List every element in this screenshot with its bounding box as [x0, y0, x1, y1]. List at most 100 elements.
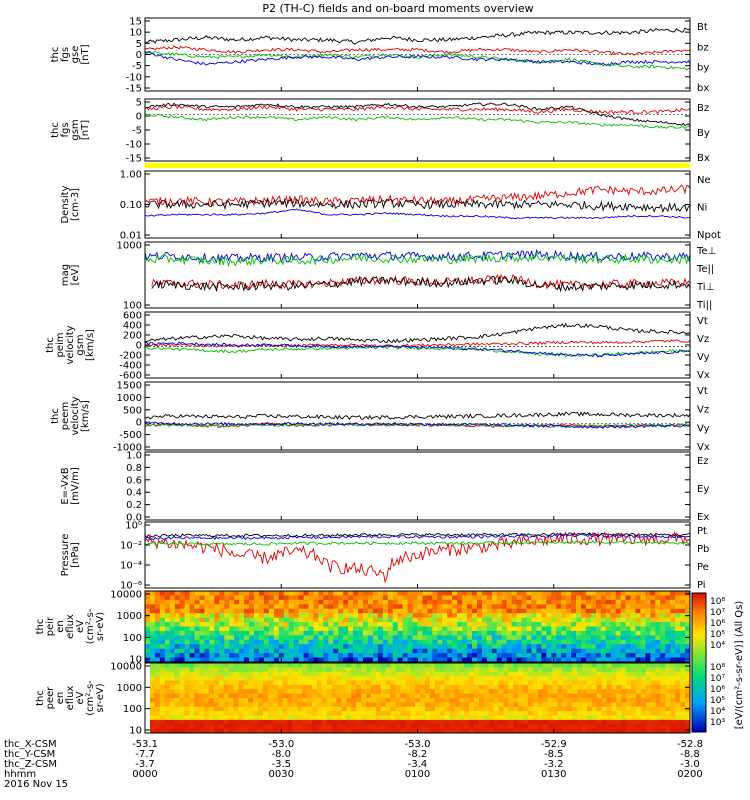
colorbar-frame: [691, 592, 707, 733]
spectrogram-cell: [385, 728, 392, 734]
spectrogram-cell: [424, 663, 431, 668]
spectrogram-cell: [600, 644, 607, 650]
y-axis-label-line: sr-eV): [95, 683, 106, 712]
spectrogram-cell: [328, 653, 334, 659]
spectrogram-cell: [680, 626, 686, 632]
spectrogram-cell: [417, 604, 423, 610]
spectrogram-cell: [353, 644, 359, 650]
spectrogram-cell: [199, 702, 205, 708]
spectrogram-cell: [353, 653, 359, 659]
spectrogram-cell: [518, 693, 524, 699]
spectrogram-cell: [615, 604, 622, 610]
spectrogram-cell: [610, 644, 617, 650]
spectrogram-cell: [199, 648, 205, 654]
spectrogram-cell: [452, 639, 458, 645]
spectrogram-cell: [370, 671, 377, 677]
spectrogram-cell: [630, 644, 636, 650]
spectrogram-cell: [382, 617, 389, 623]
spectrogram-cell: [476, 622, 483, 627]
spectrogram-cell: [343, 635, 349, 641]
spectrogram-cell: [670, 639, 676, 645]
spectrogram-cell: [149, 617, 156, 623]
spectrogram-cell: [228, 667, 234, 673]
spectrogram-cell: [149, 639, 156, 645]
spectrogram-cell: [685, 622, 691, 627]
y-tick-label: 15: [129, 17, 142, 28]
spectrogram-cell: [660, 657, 666, 663]
spectrogram-cell: [626, 719, 632, 725]
spectrogram-cell: [184, 663, 190, 668]
spectrogram-cell: [209, 617, 215, 623]
spectrogram-cell: [630, 608, 636, 614]
spectrogram-cell: [626, 689, 632, 695]
spectrogram-cell: [353, 608, 359, 614]
spectrogram-cell: [605, 653, 612, 659]
spectrogram-cell: [616, 698, 622, 703]
spectrogram-cell: [424, 667, 431, 673]
spectrogram-cell: [620, 591, 627, 596]
spectrogram-cell: [199, 676, 205, 682]
spectrogram-cell: [154, 684, 161, 690]
spectrogram-cell: [640, 676, 647, 682]
spectrogram-cell: [429, 702, 436, 708]
spectrogram-cell: [229, 608, 235, 614]
spectrogram-cell: [582, 667, 588, 673]
legend-bz: bz: [697, 42, 709, 53]
spectrogram-cell: [303, 599, 309, 605]
spectrogram-cell: [174, 626, 181, 632]
spectrogram-cell: [506, 648, 513, 654]
spectrogram-cell: [546, 604, 552, 610]
spectrogram-cell: [432, 657, 438, 663]
spectrogram-cell: [199, 657, 205, 663]
spectrogram-cell: [277, 676, 284, 682]
series-line-Bt: [144, 27, 691, 45]
spectrogram-cell: [501, 595, 508, 601]
spectrogram-cell: [218, 698, 225, 703]
spectrogram-cell: [402, 608, 409, 614]
spectrogram-cell: [194, 671, 200, 677]
spectrogram-cell: [174, 648, 181, 654]
spectrogram-cell: [685, 626, 691, 632]
spectrogram-cell: [650, 667, 657, 673]
spectrogram-cell: [501, 617, 508, 623]
spectrogram-cell: [437, 644, 443, 650]
spectrogram-cell: [278, 613, 285, 619]
spectrogram-cell: [488, 715, 495, 721]
spectrogram-cell: [486, 599, 493, 605]
spectrogram-cell: [283, 617, 290, 623]
spectrogram-cell: [444, 680, 450, 686]
spectrogram-cell: [302, 728, 308, 734]
spectrogram-cell: [287, 706, 293, 712]
spectrogram-cell: [670, 724, 676, 730]
spectrogram-cell: [616, 724, 622, 730]
spectrogram-cell: [447, 591, 453, 596]
spectrogram-cell: [214, 657, 220, 663]
spectrogram-cell: [547, 706, 554, 712]
spectrogram-cell: [542, 693, 549, 699]
spectrogram-cell: [531, 635, 537, 641]
spectrogram-cell: [420, 728, 426, 734]
spectrogram-cell: [343, 617, 349, 623]
spectrogram-cell: [615, 653, 622, 659]
spectrogram-cell: [670, 630, 676, 636]
spectrogram-cell: [670, 671, 676, 677]
spectrogram-cell: [194, 613, 200, 619]
spectrogram-cell: [353, 657, 359, 663]
spectrogram-cell: [341, 684, 347, 690]
spectrogram-cell: [174, 608, 181, 614]
spectrogram-cell: [283, 653, 290, 659]
spectrogram-cell: [293, 622, 300, 627]
spectrogram-cell: [551, 635, 557, 641]
spectrogram-cell: [346, 698, 352, 703]
spectrogram-cell: [660, 689, 666, 695]
spectrogram-cell: [292, 693, 298, 699]
spectrogram-cell: [248, 715, 254, 721]
spectrogram-cell: [427, 613, 433, 619]
spectrogram-cell: [395, 680, 401, 686]
spectrogram-cell: [449, 684, 455, 690]
spectrogram-cell: [303, 591, 309, 596]
spectrogram-cell: [204, 648, 210, 654]
y-tick-label: 200: [123, 331, 142, 342]
spectrogram-cell: [493, 667, 500, 673]
